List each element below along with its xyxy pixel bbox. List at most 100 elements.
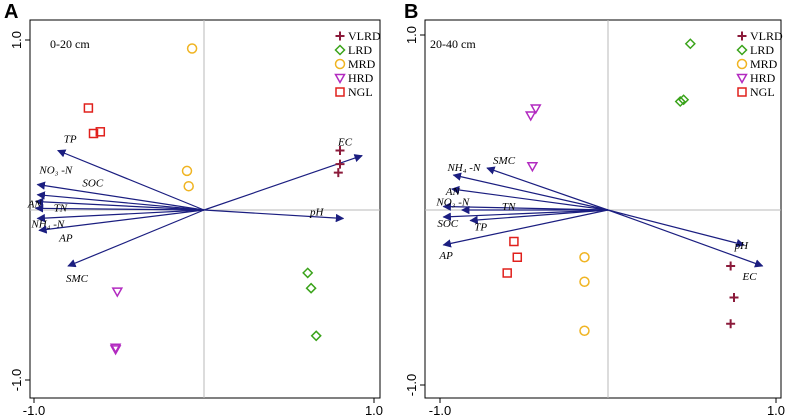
y-tick-label: -1.0 bbox=[9, 369, 24, 391]
vector-arrow bbox=[450, 185, 609, 211]
data-point-hrd bbox=[529, 104, 542, 115]
legend-label-hrd: HRD bbox=[750, 71, 776, 85]
vector-arrow bbox=[34, 204, 205, 213]
plot-area-a bbox=[29, 19, 381, 399]
vector-label: SMC bbox=[493, 155, 516, 167]
data-point-lrd bbox=[310, 330, 322, 342]
data-point-hrd bbox=[109, 343, 122, 354]
data-point-ngl bbox=[83, 103, 94, 113]
vector-label: SOC bbox=[82, 178, 103, 190]
vector-label: EC bbox=[337, 137, 353, 149]
data-point-lrd bbox=[302, 267, 314, 279]
legend-label-lrd: LRD bbox=[750, 43, 774, 57]
vector-arrow bbox=[36, 191, 205, 211]
data-point-ngl bbox=[512, 252, 523, 262]
vector-arrow bbox=[486, 166, 609, 211]
data-point-hrd bbox=[524, 111, 537, 122]
legend-label-mrd: MRD bbox=[348, 57, 376, 71]
panel-letter-a: A bbox=[4, 1, 18, 23]
vector-label: AP bbox=[438, 250, 453, 262]
vector-arrow bbox=[442, 209, 609, 248]
vector-arrow bbox=[607, 209, 745, 248]
vector-label: TP bbox=[64, 134, 77, 146]
data-point-mrd bbox=[186, 43, 198, 54]
legend-marker-hrd bbox=[334, 73, 346, 85]
x-tick-label: 1.0 bbox=[365, 403, 383, 417]
data-point-mrd bbox=[579, 252, 590, 263]
legend-marker-ngl bbox=[737, 87, 747, 97]
panel-letter-b: B bbox=[404, 1, 418, 23]
data-point-hrd bbox=[526, 162, 539, 173]
legend-label-vlrd: VLRD bbox=[750, 29, 783, 43]
data-point-vlrd bbox=[729, 293, 739, 302]
vector-arrow bbox=[57, 149, 205, 211]
depth-label: 0-20 cm bbox=[50, 37, 90, 51]
vector-label: NH₄ -N bbox=[30, 219, 65, 231]
data-point-mrd bbox=[579, 325, 590, 336]
legend-marker-mrd bbox=[334, 58, 346, 70]
data-point-lrd bbox=[674, 95, 686, 108]
x-tick-label: 1.0 bbox=[767, 403, 785, 417]
vector-arrow bbox=[38, 209, 205, 234]
legend-label-lrd: LRD bbox=[348, 43, 372, 57]
data-point-lrd bbox=[305, 282, 317, 294]
data-point-mrd bbox=[181, 165, 193, 177]
legend-marker-mrd bbox=[736, 58, 748, 70]
vector-arrow bbox=[469, 209, 609, 225]
vector-label: AP bbox=[58, 232, 73, 244]
y-tick-label: -1.0 bbox=[404, 374, 419, 396]
vector-arrow bbox=[203, 209, 345, 223]
legend-marker-vlrd bbox=[737, 31, 747, 41]
legend-label-hrd: HRD bbox=[348, 71, 374, 85]
plot-area-b bbox=[424, 19, 782, 399]
vector-label: SMC bbox=[66, 273, 89, 285]
legend-label-mrd: MRD bbox=[750, 57, 778, 71]
vector-arrow bbox=[34, 197, 205, 211]
data-point-vlrd bbox=[335, 159, 345, 169]
vector-label: TN bbox=[502, 201, 516, 213]
vector-label: pH bbox=[734, 240, 750, 252]
data-point-ngl bbox=[95, 127, 106, 137]
data-point-vlrd bbox=[335, 146, 345, 155]
data-point-mrd bbox=[579, 276, 590, 287]
depth-label: 20-40 cm bbox=[430, 37, 476, 51]
data-point-mrd bbox=[183, 180, 194, 192]
vector-label: TP bbox=[474, 222, 487, 234]
vector-label: NO₃ -N bbox=[435, 197, 470, 209]
vector-label: NO₃ -N bbox=[38, 165, 73, 177]
vector-arrow bbox=[36, 181, 205, 211]
vector-arrow bbox=[67, 209, 205, 268]
legend-marker-lrd bbox=[736, 44, 748, 56]
data-point-ngl bbox=[88, 128, 99, 139]
vector-label: pH bbox=[309, 207, 325, 219]
legend-label-ngl: NGL bbox=[750, 85, 775, 99]
vector-label: TN bbox=[54, 202, 68, 214]
vector-arrow bbox=[36, 209, 205, 223]
vector-label: SOC bbox=[437, 218, 458, 230]
y-tick-label: 1.0 bbox=[9, 31, 24, 49]
vector-arrow bbox=[452, 172, 609, 211]
vector-label: NH₄ -N bbox=[446, 162, 481, 174]
data-point-vlrd bbox=[726, 261, 736, 271]
data-point-lrd bbox=[678, 94, 690, 106]
data-point-ngl bbox=[502, 268, 512, 278]
data-point-hrd bbox=[111, 287, 124, 298]
vector-label: EC bbox=[741, 271, 757, 283]
x-tick-label: -1.0 bbox=[23, 403, 45, 417]
legend-label-ngl: NGL bbox=[348, 85, 373, 99]
data-point-vlrd bbox=[333, 168, 343, 178]
x-tick-label: -1.0 bbox=[429, 403, 451, 417]
data-point-hrd bbox=[109, 345, 122, 356]
legend-marker-ngl bbox=[335, 87, 345, 97]
legend-marker-vlrd bbox=[335, 31, 345, 41]
legend-label-vlrd: VLRD bbox=[348, 29, 381, 43]
vector-arrow bbox=[607, 209, 764, 268]
data-point-ngl bbox=[509, 236, 519, 247]
legend-marker-lrd bbox=[334, 44, 346, 56]
y-tick-label: 1.0 bbox=[404, 26, 419, 44]
data-point-vlrd bbox=[726, 319, 736, 329]
vector-label: AN bbox=[445, 186, 461, 198]
